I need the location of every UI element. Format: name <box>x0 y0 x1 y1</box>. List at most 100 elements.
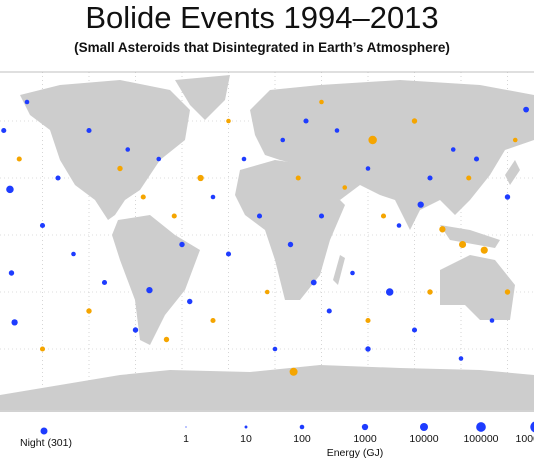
bolide-night <box>350 270 355 276</box>
bolide-day <box>368 135 377 145</box>
bolide-night <box>146 286 153 294</box>
bolide-night <box>458 356 464 361</box>
bolide-night <box>427 175 433 181</box>
energy-scale-marker <box>476 422 486 432</box>
bolide-night <box>318 213 325 219</box>
bolide-night <box>55 175 61 181</box>
bolide-night <box>187 298 193 305</box>
bolide-day <box>210 317 216 324</box>
bolide-night <box>125 147 131 152</box>
bolide-day <box>295 175 301 181</box>
bolide-night <box>504 194 511 200</box>
energy-scale-marker <box>185 426 187 428</box>
bolide-night <box>417 201 424 208</box>
bolide-day <box>16 156 22 162</box>
bolide-day <box>427 289 433 295</box>
bolide-night <box>39 222 46 229</box>
bolide-night <box>210 194 216 200</box>
britain <box>262 110 274 132</box>
legend-label: Night (301) <box>20 437 72 449</box>
bolide-night <box>334 128 340 133</box>
bolide-night <box>396 223 402 228</box>
bolide-night <box>24 99 30 105</box>
events <box>1 99 529 376</box>
africa <box>235 160 345 300</box>
bolide-night <box>71 251 76 257</box>
bolide-night <box>385 288 394 296</box>
bolide-night <box>450 147 456 152</box>
energy-scale-label: 10 <box>240 433 252 445</box>
bolide-night <box>280 137 286 143</box>
bolide-day <box>140 194 146 200</box>
bolide-night <box>1 127 7 134</box>
energy-scale-marker <box>244 425 248 429</box>
legend-marker <box>40 427 48 435</box>
subtitle: (Small Asteroids that Disintegrated in E… <box>74 40 450 55</box>
bolide-night <box>310 279 317 286</box>
bolide-night <box>256 213 263 219</box>
energy-scale-label: 10000 <box>409 433 438 445</box>
bolide-night <box>272 346 278 352</box>
bolide-day <box>264 289 270 295</box>
bolide-night <box>132 327 139 333</box>
bolide-night <box>473 156 480 162</box>
energy-scale-label: 1 <box>183 433 189 445</box>
bolide-day <box>39 346 46 352</box>
bolide-night <box>241 156 247 162</box>
bolide-night <box>303 118 309 124</box>
bolide-night <box>86 127 92 134</box>
bolide-night <box>523 106 529 113</box>
south-america <box>112 215 200 345</box>
bolide-night <box>411 327 418 333</box>
greenland <box>175 75 230 120</box>
bolide-day <box>512 137 518 143</box>
energy-scale-label: 100000 <box>463 433 498 445</box>
bolide-night <box>489 318 495 323</box>
bolide-day <box>117 165 123 172</box>
energy-scale-label: 1000000 <box>516 433 534 445</box>
bolide-day <box>86 308 92 314</box>
bolide-night <box>8 270 15 276</box>
japan <box>505 160 520 185</box>
bolide-night <box>365 346 371 352</box>
eurasia <box>250 80 534 230</box>
bolide-day <box>342 185 348 190</box>
australia <box>440 255 515 320</box>
north-america <box>20 80 190 220</box>
title: Bolide Events 1994–2013 <box>85 0 438 35</box>
energy-scale-label: 100 <box>293 433 311 445</box>
bolide-night <box>365 166 371 171</box>
bolide-night <box>326 308 332 314</box>
bolide-night <box>287 241 294 248</box>
energy-axis-label: Energy (GJ) <box>327 447 384 459</box>
bolide-night <box>11 319 18 326</box>
bolide-day <box>439 226 446 233</box>
bolide-day <box>458 240 467 249</box>
energy-scale-marker <box>361 423 369 431</box>
bolide-day <box>226 118 231 124</box>
bolide-night <box>179 241 185 248</box>
bolide-day <box>289 367 298 376</box>
energy-scale: 1 10 100 1000 10000 100000 1000000 <box>183 421 534 445</box>
antarctica <box>0 365 534 410</box>
indonesia <box>440 225 500 248</box>
bolide-night <box>6 185 14 194</box>
energy-scale-label: 1000 <box>353 433 377 445</box>
bolide-day <box>504 289 511 295</box>
bolide-day <box>171 213 177 219</box>
bolide-night <box>225 251 232 257</box>
bolide-day <box>411 118 418 124</box>
bolide-day <box>380 213 387 219</box>
bolide-day <box>163 336 170 343</box>
continents <box>0 75 534 410</box>
energy-scale-marker <box>530 421 534 433</box>
bolide-day <box>480 246 488 254</box>
energy-scale-marker <box>299 424 305 430</box>
bolide-night <box>156 156 162 162</box>
madagascar <box>333 255 345 285</box>
bolide-night <box>101 279 108 286</box>
bolide-day <box>365 317 371 324</box>
energy-scale-marker <box>420 423 428 431</box>
